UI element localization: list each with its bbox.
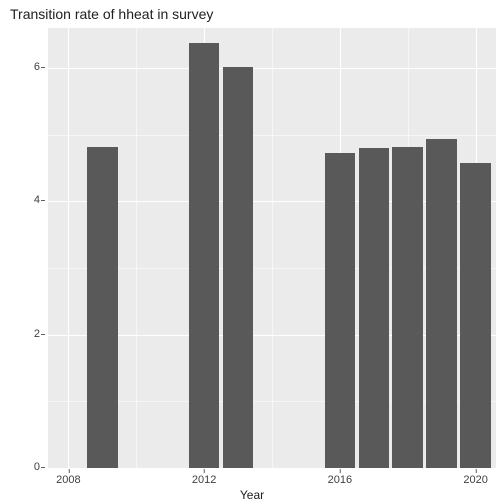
grid-line-v [68, 28, 69, 468]
x-tick-label: 2012 [192, 474, 216, 486]
bar [460, 163, 491, 468]
x-tick-label: 2020 [463, 474, 487, 486]
x-tick-label: 2016 [328, 474, 352, 486]
bar [223, 67, 254, 468]
x-tick-label: 2008 [56, 474, 80, 486]
y-tick-label: 2 [20, 328, 40, 340]
bar [189, 43, 220, 468]
y-tick-label: 6 [20, 61, 40, 73]
chart-container: Transition rate of hheat in survey Trans… [0, 0, 504, 504]
grid-line-v-minor [136, 28, 137, 468]
chart-title: Transition rate of hheat in survey [10, 6, 213, 22]
grid-line-h [48, 468, 496, 469]
grid-line-v-minor [272, 28, 273, 468]
y-tick-label: 4 [20, 194, 40, 206]
y-tick-label: 0 [20, 461, 40, 473]
x-axis-label: Year [240, 488, 264, 502]
bar [392, 147, 423, 468]
bar [359, 148, 390, 468]
plot-panel [48, 28, 496, 468]
bar [426, 139, 457, 468]
bar [87, 147, 118, 468]
bar [325, 153, 356, 468]
